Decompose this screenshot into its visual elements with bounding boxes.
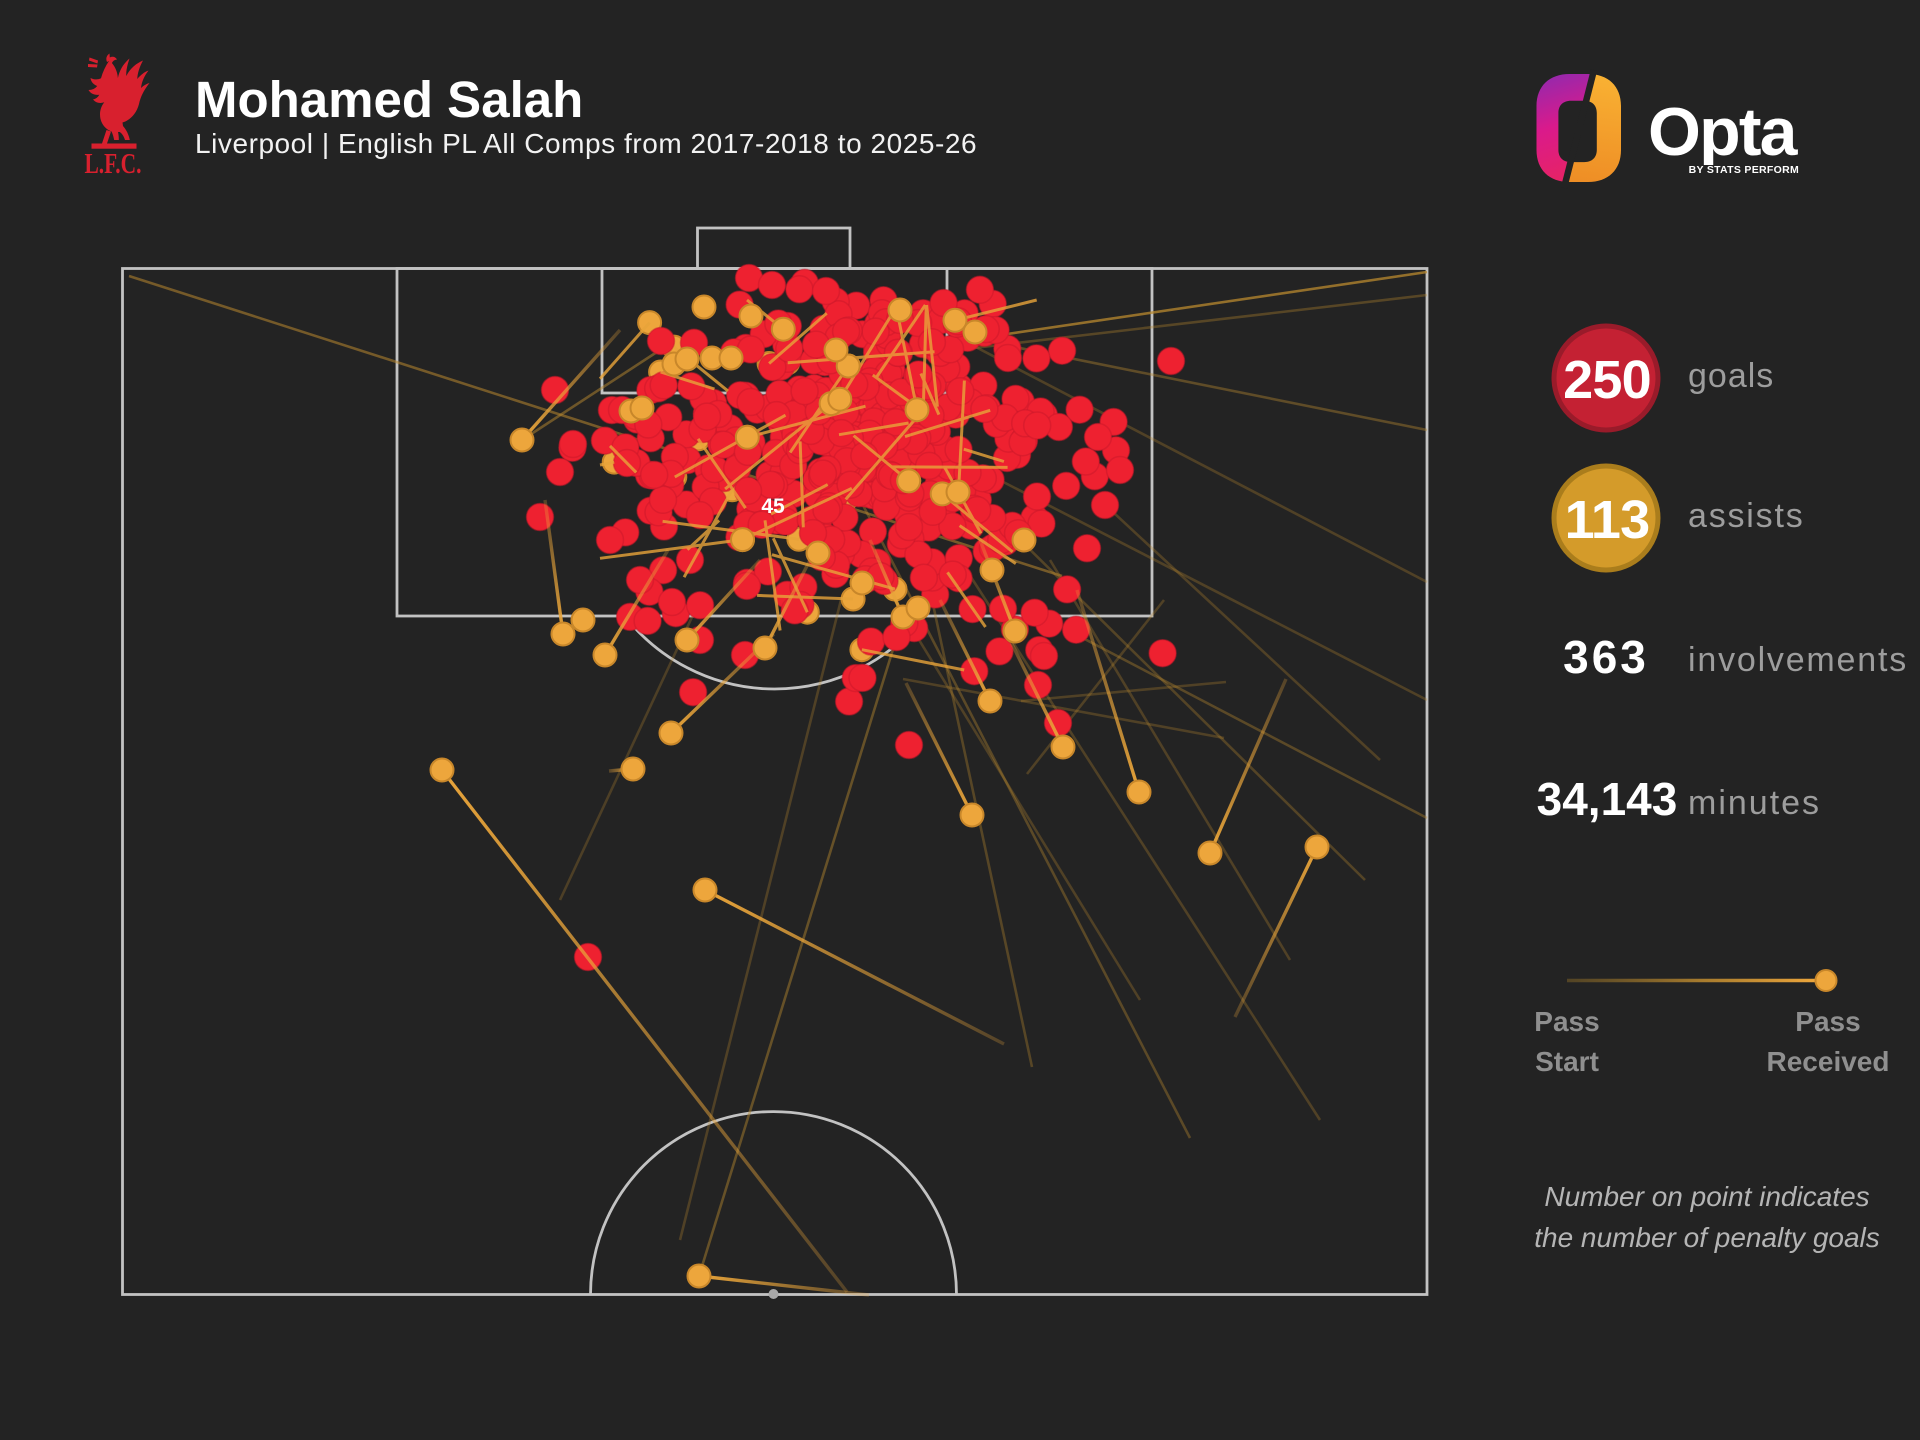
svg-text:363: 363 [1563, 631, 1649, 683]
svg-text:L.F.C.: L.F.C. [85, 149, 142, 180]
svg-text:assists: assists [1688, 497, 1805, 535]
svg-text:Mohamed Salah: Mohamed Salah [195, 71, 583, 128]
svg-text:Start: Start [1535, 1046, 1599, 1077]
svg-text:Liverpool | English PL All Com: Liverpool | English PL All Comps from 20… [195, 128, 977, 159]
svg-text:Received: Received [1767, 1046, 1890, 1077]
svg-text:goals: goals [1688, 357, 1774, 395]
svg-text:Pass: Pass [1795, 1006, 1860, 1037]
svg-text:involvements: involvements [1688, 641, 1908, 679]
svg-text:113: 113 [1565, 490, 1650, 550]
svg-text:the number of penalty goals: the number of penalty goals [1534, 1222, 1880, 1253]
svg-text:Opta: Opta [1648, 94, 1799, 170]
svg-text:BY STATS PERFORM: BY STATS PERFORM [1689, 164, 1799, 176]
svg-text:minutes: minutes [1688, 784, 1821, 822]
svg-text:Pass: Pass [1534, 1006, 1599, 1037]
svg-text:250: 250 [1563, 350, 1651, 410]
svg-text:Number on point indicates: Number on point indicates [1544, 1181, 1869, 1212]
svg-text:45: 45 [761, 495, 785, 518]
svg-text:34,143: 34,143 [1537, 773, 1678, 825]
